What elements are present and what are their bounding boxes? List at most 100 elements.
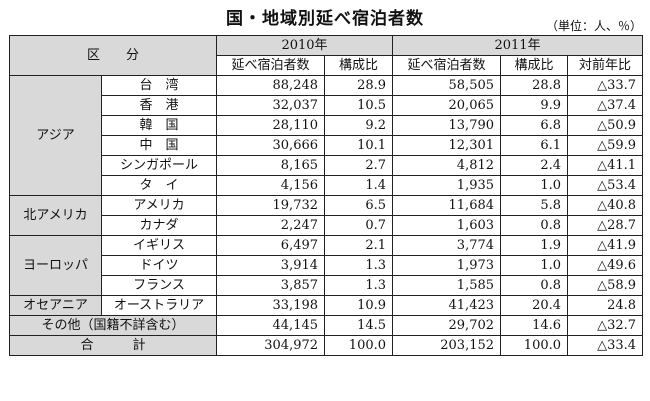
country-name: シンガポール <box>100 155 218 176</box>
header-ratio-2011: 構成比 <box>500 55 569 76</box>
other-yoy: △32.7 <box>567 315 644 336</box>
guests-2011: 1,585 <box>392 275 502 296</box>
guests-2010: 3,914 <box>216 255 326 276</box>
yoy-change: △41.1 <box>567 155 644 176</box>
yoy-change: △49.6 <box>567 255 644 276</box>
country-name: イギリス <box>100 235 218 256</box>
ratio-2011: 1.9 <box>500 235 569 256</box>
ratio-2011: 2.4 <box>500 155 569 176</box>
guests-2010: 3,857 <box>216 275 326 296</box>
country-name: ドイツ <box>100 255 218 276</box>
total-ratio-2011: 100.0 <box>500 335 569 356</box>
header-guests-2011: 延べ宿泊者数 <box>392 55 502 76</box>
guests-2010: 8,165 <box>216 155 326 176</box>
guests-2011: 12,301 <box>392 135 502 156</box>
guest-stats-table: 区 分 2010年 2011年 延べ宿泊者数 構成比 延べ宿泊者数 構成比 対前… <box>8 35 644 356</box>
ratio-2010: 0.7 <box>324 215 394 236</box>
ratio-2011: 6.8 <box>500 115 569 136</box>
ratio-2010: 10.9 <box>324 295 394 316</box>
guests-2011: 4,812 <box>392 155 502 176</box>
total-ratio-2010: 100.0 <box>324 335 394 356</box>
region-label: 北アメリカ <box>9 195 102 236</box>
header-category: 区 分 <box>8 35 218 76</box>
yoy-change: △37.4 <box>567 95 644 116</box>
country-name: カナダ <box>100 215 218 236</box>
table-row: 中 国 30,666 10.1 12,301 6.1 △59.9 <box>10 135 644 156</box>
yoy-change: △53.4 <box>567 175 644 196</box>
country-name: 韓 国 <box>100 115 218 136</box>
guests-2011: 3,774 <box>392 235 502 256</box>
other-ratio-2011: 14.6 <box>500 315 569 336</box>
ratio-2011: 5.8 <box>500 195 569 216</box>
other-guests-2010: 44,145 <box>216 315 326 336</box>
country-name: 香 港 <box>100 95 218 116</box>
header-year-2011: 2011年 <box>392 35 644 56</box>
guests-2011: 58,505 <box>392 75 502 96</box>
country-name: タ イ <box>100 175 218 196</box>
total-guests-2010: 304,972 <box>216 335 326 356</box>
guests-2010: 33,198 <box>216 295 326 316</box>
table-title: 国・地域別延べ宿泊者数 <box>226 9 424 29</box>
country-name: アメリカ <box>100 195 218 216</box>
header-guests-2010: 延べ宿泊者数 <box>216 55 326 76</box>
ratio-2010: 1.3 <box>324 275 394 296</box>
table-row: ヨーロッパ イギリス 6,497 2.1 3,774 1.9 △41.9 <box>9 235 644 296</box>
unit-note: （単位：人、％） <box>545 19 642 33</box>
table-row: タ イ 4,156 1.4 1,935 1.0 △53.4 <box>10 175 644 196</box>
ratio-2011: 20.4 <box>500 295 569 316</box>
guests-2010: 32,037 <box>216 95 326 116</box>
guests-2011: 20,065 <box>392 95 502 116</box>
ratio-2010: 2.1 <box>324 235 394 256</box>
ratio-2010: 1.3 <box>324 255 394 276</box>
ratio-2010: 28.9 <box>324 75 394 96</box>
total-row: 合 計 304,972 100.0 203,152 100.0 △33.4 <box>8 335 644 356</box>
ratio-2011: 1.0 <box>500 175 569 196</box>
guests-2010: 4,156 <box>216 175 326 196</box>
table-row: 北アメリカ アメリカ 19,732 6.5 11,684 5.8 △40.8 <box>9 195 644 236</box>
ratio-2010: 1.4 <box>324 175 394 196</box>
table-row: シンガポール 8,165 2.7 4,812 2.4 △41.1 <box>10 155 644 176</box>
table-row: カナダ 2,247 0.7 1,603 0.8 △28.7 <box>10 215 644 236</box>
total-guests-2011: 203,152 <box>392 335 502 356</box>
guests-2010: 2,247 <box>216 215 326 236</box>
guests-2011: 13,790 <box>392 115 502 136</box>
ratio-2011: 9.9 <box>500 95 569 116</box>
ratio-2011: 6.1 <box>500 135 569 156</box>
guests-2010: 19,732 <box>216 195 326 216</box>
guests-2010: 28,110 <box>216 115 326 136</box>
yoy-change: △33.7 <box>567 75 644 96</box>
country-name: 台 湾 <box>100 75 218 96</box>
table-row: ドイツ 3,914 1.3 1,973 1.0 △49.6 <box>10 255 644 276</box>
total-label: 合 計 <box>8 335 218 356</box>
guests-2011: 1,603 <box>392 215 502 236</box>
guests-2010: 6,497 <box>216 235 326 256</box>
table-row: 香 港 32,037 10.5 20,065 9.9 △37.4 <box>10 95 644 116</box>
table-row: アジア台 湾 88,248 28.9 58,505 28.8 △33.7 <box>9 75 644 196</box>
other-label: その他（国籍不詳含む） <box>8 315 218 336</box>
ratio-2011: 1.0 <box>500 255 569 276</box>
table-row: オセアニア オーストラリア 33,198 10.9 41,423 20.4 24.8 <box>9 295 644 316</box>
region-label: ヨーロッパ <box>9 235 102 296</box>
ratio-2010: 6.5 <box>324 195 394 216</box>
ratio-2010: 10.1 <box>324 135 394 156</box>
country-name: フランス <box>100 275 218 296</box>
other-ratio-2010: 14.5 <box>324 315 394 336</box>
guests-2010: 88,248 <box>216 75 326 96</box>
ratio-2010: 10.5 <box>324 95 394 116</box>
yoy-change: 24.8 <box>567 295 644 316</box>
other-row: その他（国籍不詳含む） 44,145 14.5 29,702 14.6 △32.7 <box>8 315 644 336</box>
guests-2011: 11,684 <box>392 195 502 216</box>
header-ratio-2010: 構成比 <box>324 55 394 76</box>
other-guests-2011: 29,702 <box>392 315 502 336</box>
yoy-change: △40.8 <box>567 195 644 216</box>
guests-2011: 41,423 <box>392 295 502 316</box>
guests-2010: 30,666 <box>216 135 326 156</box>
guests-2011: 1,935 <box>392 175 502 196</box>
total-yoy: △33.4 <box>567 335 644 356</box>
region-label: オセアニア <box>9 295 102 316</box>
ratio-2010: 9.2 <box>324 115 394 136</box>
ratio-2011: 0.8 <box>500 215 569 236</box>
yoy-change: △59.9 <box>567 135 644 156</box>
yoy-change: △28.7 <box>567 215 644 236</box>
region-label: アジア <box>9 75 102 196</box>
